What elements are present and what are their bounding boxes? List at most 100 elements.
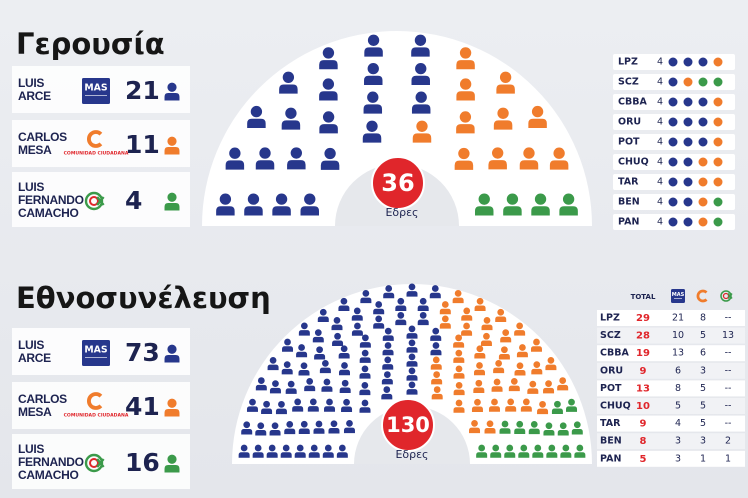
row-total: 4: [657, 197, 663, 208]
seat: [504, 444, 516, 458]
seat: [341, 398, 353, 412]
row-label: SCZ: [618, 77, 639, 88]
seat: [474, 345, 486, 359]
seat: [484, 420, 496, 434]
seat: [359, 399, 371, 413]
seat: [481, 317, 493, 331]
logo-creemos-cross: [96, 196, 105, 206]
row-label: SCZ: [600, 330, 621, 341]
logo-creemos-inner: [89, 196, 99, 206]
table-row: [597, 433, 745, 450]
seat: [493, 360, 505, 374]
row-value: 3: [700, 436, 706, 447]
logo-creemos-outer: [84, 453, 104, 473]
seat: [514, 420, 526, 434]
logo-creemos-outer: [720, 290, 732, 302]
seat: [461, 322, 473, 336]
seat: [246, 398, 258, 412]
seat-dot: [712, 136, 724, 148]
row-value: 21: [672, 313, 684, 324]
row-label: LPZ: [600, 313, 620, 324]
row-label: BEN: [600, 436, 622, 447]
row-value: --: [725, 365, 732, 376]
row-value: 6: [675, 365, 681, 376]
seat-dot: [682, 196, 694, 208]
seat: [304, 377, 316, 392]
seat: [545, 357, 557, 371]
table-row: [597, 450, 745, 467]
total-label: Εδρες: [395, 448, 428, 461]
candidate-name: LUIS FERNANDO CAMACHO: [18, 441, 84, 482]
seat: [406, 339, 418, 353]
seat: [359, 334, 371, 348]
row-total: 9: [640, 419, 647, 430]
seat: [543, 380, 555, 394]
seat: [382, 356, 394, 370]
seat: [241, 421, 253, 435]
seat: [266, 444, 278, 458]
row-value: 3: [675, 436, 681, 447]
row-total: 4: [657, 57, 663, 68]
seat: [453, 349, 465, 363]
seat: [411, 91, 431, 114]
hemicycle: [202, 31, 592, 226]
seat: [473, 379, 485, 393]
seat-dot: [712, 156, 724, 168]
seat-dot: [682, 56, 694, 68]
row-total: 4: [657, 157, 663, 168]
seat: [469, 420, 481, 434]
seat: [530, 338, 542, 352]
logo-cc-caption: COMUNIDAD CIUDADANA: [64, 413, 129, 419]
seat: [322, 444, 334, 458]
seat: [417, 311, 429, 326]
seat: [319, 111, 338, 134]
row-value: --: [725, 313, 732, 324]
row-value: 5: [700, 383, 706, 394]
seat: [503, 193, 522, 216]
seat: [516, 344, 528, 358]
seat: [429, 285, 441, 299]
seat: [518, 444, 530, 458]
logo-mas: [82, 340, 110, 366]
seat: [528, 105, 547, 128]
row-value: 13: [722, 330, 734, 341]
seat: [298, 362, 310, 376]
seat: [292, 398, 304, 412]
seat-dot: [667, 176, 679, 188]
seat-dot: [712, 116, 724, 128]
seat: [381, 371, 393, 385]
seat: [331, 317, 343, 331]
seat: [417, 297, 429, 312]
candidate-name: LUIS FERNANDO CAMACHO: [18, 179, 84, 220]
seat: [381, 386, 393, 400]
row-total: 9: [640, 366, 647, 377]
row-total: 4: [657, 117, 663, 128]
seat: [287, 147, 306, 170]
seat: [255, 147, 275, 170]
seat: [360, 289, 372, 304]
seat-dot: [667, 216, 679, 228]
seat: [411, 62, 430, 86]
seat-dot: [697, 136, 709, 148]
seat-dot: [697, 116, 709, 128]
seat: [454, 147, 474, 170]
seat: [362, 120, 382, 143]
seat: [531, 361, 543, 375]
row-label: POT: [618, 137, 640, 148]
row-total: 13: [636, 383, 650, 394]
seat: [294, 444, 306, 458]
seat: [300, 193, 319, 216]
row-label: BEN: [618, 197, 640, 208]
seat-dot: [667, 136, 679, 148]
logo-creemos-cross: [727, 293, 733, 299]
table-row: [597, 362, 745, 379]
logo-mas: [82, 78, 110, 104]
logo-mas-text: MAS: [84, 82, 108, 93]
seat: [225, 147, 245, 170]
seat-dot: [697, 156, 709, 168]
seat: [532, 444, 544, 458]
row-total: 10: [636, 401, 650, 412]
seat: [383, 285, 395, 299]
seat: [519, 147, 539, 170]
seat: [338, 345, 350, 359]
